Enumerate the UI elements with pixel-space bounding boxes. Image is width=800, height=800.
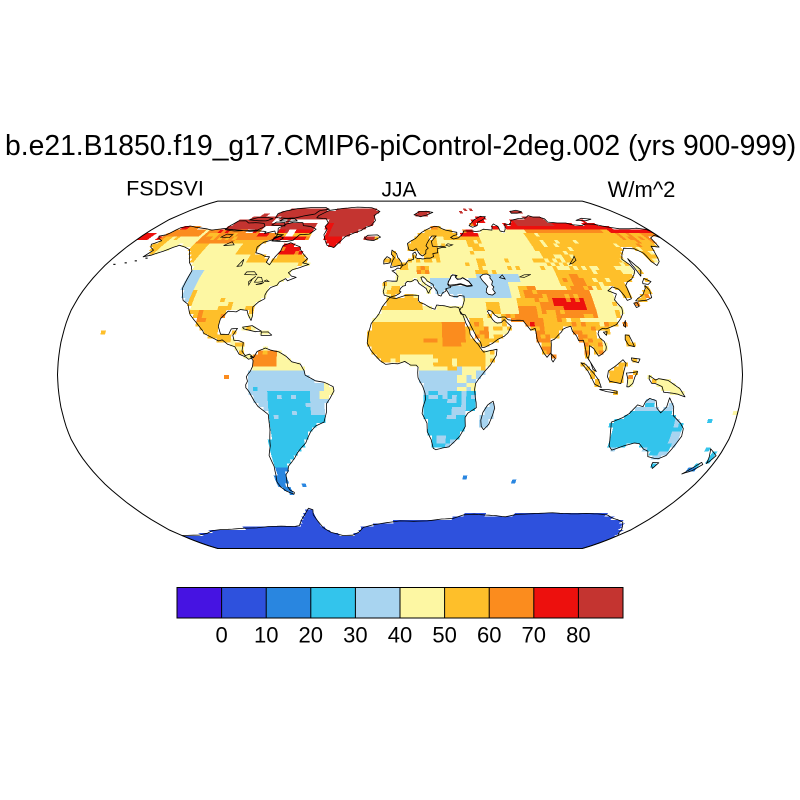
svg-text:70: 70 xyxy=(522,623,546,648)
svg-text:50: 50 xyxy=(432,623,456,648)
svg-text:JJA: JJA xyxy=(381,179,416,202)
svg-text:60: 60 xyxy=(477,623,501,648)
svg-text:30: 30 xyxy=(343,623,367,648)
svg-text:10: 10 xyxy=(254,623,278,648)
svg-text:b.e21.B1850.f19_g17.CMIP6-piCo: b.e21.B1850.f19_g17.CMIP6-piControl-2deg… xyxy=(5,129,796,161)
svg-text:40: 40 xyxy=(388,623,412,648)
svg-text:FSDSVI: FSDSVI xyxy=(126,177,204,201)
svg-text:0: 0 xyxy=(215,623,227,648)
svg-text:20: 20 xyxy=(299,623,323,648)
svg-text:W/m^2: W/m^2 xyxy=(608,177,676,202)
svg-text:80: 80 xyxy=(566,623,590,648)
